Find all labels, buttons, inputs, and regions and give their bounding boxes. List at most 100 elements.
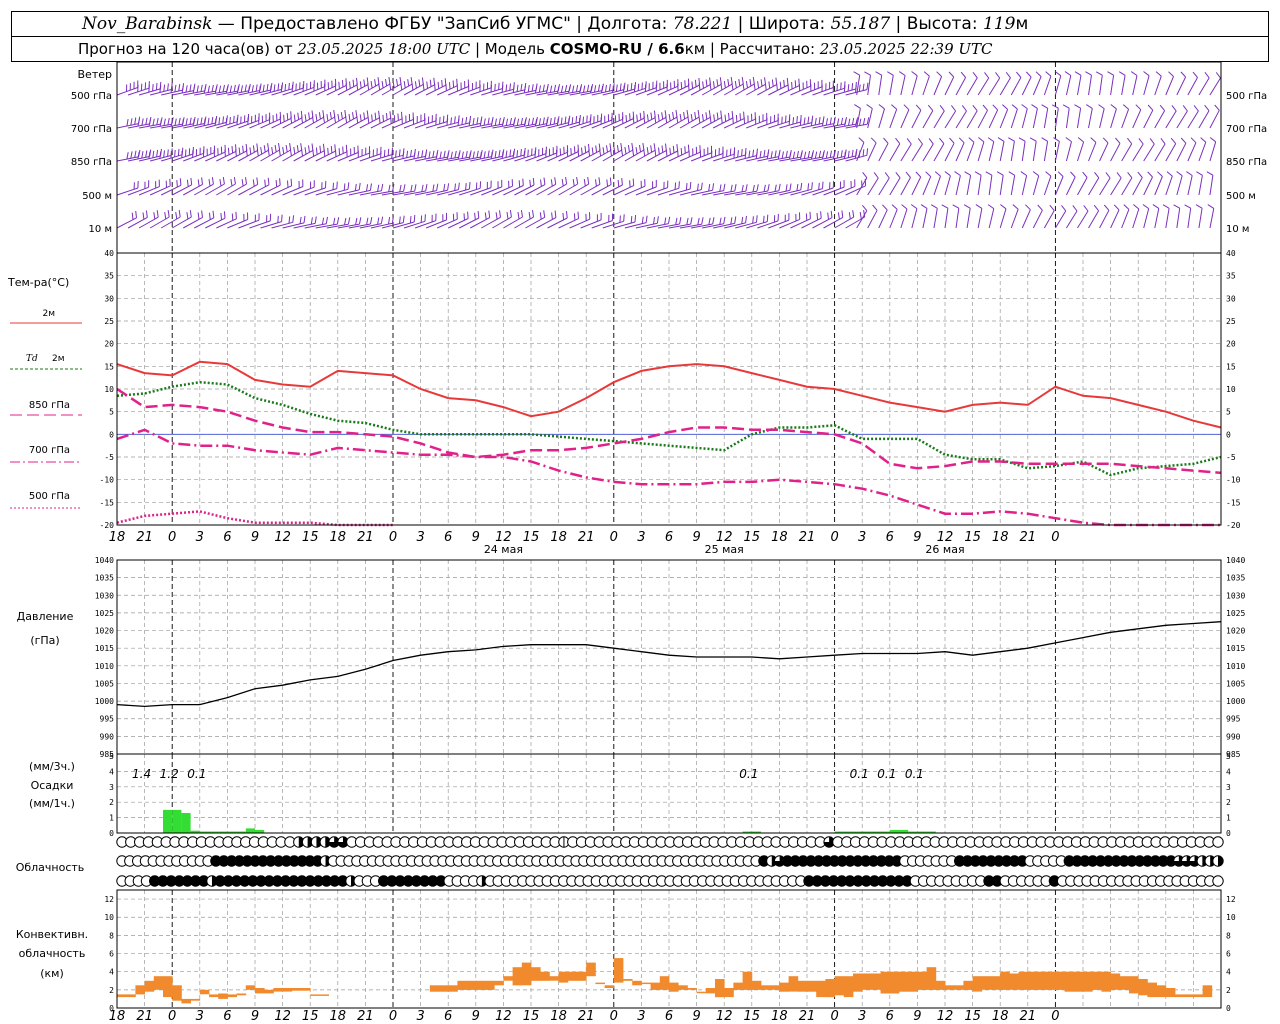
wind-barb-feather [152, 150, 155, 158]
wind-barb-feather [624, 146, 627, 155]
wind-barb-feather [665, 149, 668, 157]
wind-barb-feather [252, 179, 255, 187]
convective-bar [889, 971, 900, 994]
wind-barb-feather [498, 117, 501, 125]
x-tick-label: 15 [744, 1009, 761, 1024]
y-tick-label-left: 1010 [95, 662, 114, 671]
wind-barb [735, 190, 757, 196]
x-tick-label: 18 [330, 1009, 347, 1024]
wind-barb [635, 117, 656, 129]
precip-bar [834, 831, 844, 833]
precip-bar [218, 831, 228, 833]
y-tick-label-left: 1 [109, 814, 114, 823]
wind-barb [966, 175, 972, 196]
wind-barb-feather [595, 179, 597, 187]
wind-barb [470, 217, 490, 229]
wind-barb-feather [520, 149, 522, 157]
convective-bar [227, 994, 237, 998]
wind-barb-feather [984, 72, 990, 79]
wind-barb-feather [587, 177, 590, 185]
wind-barb [1010, 209, 1019, 229]
wind-barb [966, 208, 971, 229]
wind-barb-feather [830, 210, 833, 218]
x-tick-label: 21 [357, 1009, 374, 1024]
wind-barb-feather [355, 217, 358, 225]
convective-bar [135, 985, 145, 995]
wind-barb-feather [1072, 205, 1078, 212]
wind-barb-feather [679, 113, 682, 122]
convective-bar [926, 967, 937, 990]
wind-barb-feather [479, 152, 482, 160]
wind-barb [1076, 108, 1082, 129]
wind-barb-feather [720, 82, 723, 91]
wind-barb [867, 75, 871, 96]
cloud-symbol [1212, 875, 1224, 887]
wind-barb-feather [336, 217, 340, 225]
convective-bar [255, 988, 265, 994]
convective-bar [1083, 971, 1093, 992]
wind-barb-feather [148, 85, 150, 93]
wind-level-label-right: 500 м [1226, 191, 1256, 202]
wind-barb [315, 85, 337, 96]
wind-barb-feather [972, 71, 978, 79]
wind-barb-feather [1160, 138, 1166, 145]
wind-barb [1121, 209, 1130, 229]
wind-barb-feather [630, 216, 633, 224]
convective-bar [264, 989, 274, 994]
wind-barb-feather [1074, 104, 1081, 109]
wind-barb-feather [413, 151, 416, 159]
wind-barb-feather [335, 149, 337, 157]
wind-barb [238, 149, 258, 162]
convective-bar [282, 988, 293, 992]
y-tick-label-left: 2 [109, 798, 114, 807]
wind-level-label-right: 500 гПа [1226, 91, 1267, 102]
wind-barb [381, 118, 403, 129]
wind-barb [1176, 76, 1187, 96]
convective-bar [1184, 994, 1194, 998]
wind-barb-feather [472, 118, 475, 126]
wind-barb-feather [863, 210, 866, 218]
wind-barb-feather [565, 177, 568, 185]
wind-barb-feather [774, 150, 777, 158]
wind-barb-feather [573, 146, 576, 154]
wind-barb [304, 150, 325, 162]
precip-bar [742, 831, 752, 833]
wind-barb-feather [807, 150, 811, 158]
wind-barb-feather [745, 81, 748, 89]
wind-barb [1099, 210, 1110, 229]
forecast-label: Прогноз на 120 часа(ов) от [78, 40, 298, 58]
wind-barb [889, 143, 901, 162]
wind-level-label: 10 м [89, 224, 112, 235]
x-tick-label: 15 [523, 530, 540, 545]
legend-500-label: 500 гПа [29, 491, 70, 502]
convective-bar [117, 994, 127, 998]
convective-bar [448, 985, 458, 992]
wind-barb-feather [949, 137, 955, 144]
wind-barb-feather [941, 204, 949, 209]
wind-barb-feather [778, 183, 781, 191]
wind-barb-feather [708, 217, 711, 225]
wind-barb [514, 184, 535, 196]
wind-barb-feather [342, 146, 344, 154]
wind-barb-feather [741, 77, 744, 85]
x-tick-label: 18 [550, 530, 567, 545]
precip-total-label: 0.1 [187, 767, 206, 781]
wind-barb-feather [421, 184, 424, 192]
wind-barb-feather [807, 183, 810, 191]
wind-barb [1143, 208, 1150, 229]
wind-barb-feather [457, 118, 460, 126]
wind-barb-feather [719, 184, 722, 192]
x-tick-label: 9 [251, 1009, 259, 1024]
wind-barb-feather [551, 212, 553, 220]
convective-bar [1110, 973, 1121, 990]
wind-barb-feather [590, 86, 593, 94]
wind-barb-feather [770, 151, 773, 159]
wind-barb-feather [355, 110, 358, 118]
wind-barb-feather [1155, 71, 1162, 77]
wind-barb [922, 143, 934, 162]
wind-barb-feather [859, 118, 862, 126]
wind-barb [426, 189, 448, 196]
wind-barb [436, 85, 458, 96]
y-tick-label-left: 1025 [95, 609, 114, 618]
day-label: 24 мая [484, 543, 523, 556]
